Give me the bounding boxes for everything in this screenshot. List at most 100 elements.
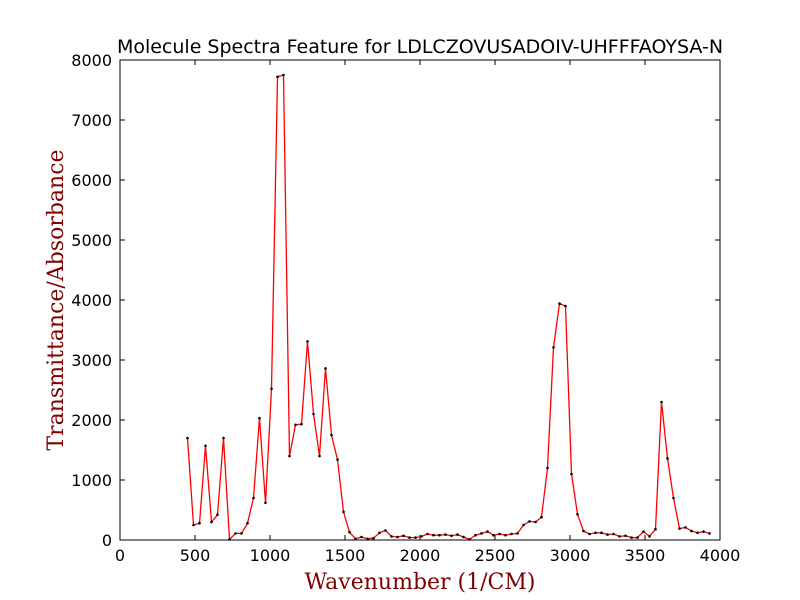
data-point [408,536,411,539]
data-point [390,535,393,538]
data-point [438,533,441,537]
data-point [582,529,585,533]
y-tick-label: 4000 [71,291,112,310]
chart-title: Molecule Spectra Feature for LDLCZOVUSAD… [117,36,723,58]
data-point [546,466,549,470]
data-point [258,416,261,420]
data-point [624,534,627,538]
data-point [696,531,699,535]
data-point [492,533,495,537]
data-point [528,520,531,523]
data-point [366,537,369,541]
data-point [534,520,537,524]
data-point [684,526,687,529]
x-axis-label: Wavenumber (1/CM) [304,570,535,595]
data-point [186,436,189,440]
data-point [246,521,249,525]
data-point [630,536,633,539]
data-point [252,496,255,500]
data-point [522,523,525,527]
spectrum-line [186,74,710,541]
data-point [660,400,663,404]
y-tick-label: 1000 [71,471,112,490]
data-point [330,433,333,437]
data-point [318,454,321,458]
data-point [354,537,357,541]
x-tick-label: 3000 [550,546,591,565]
data-point [606,533,609,536]
data-point [480,532,483,535]
axis-ticks: 0 500 1000 1500 2000 2500 3000 3500 4000 0 1000 200… [71,51,740,565]
series-layer [186,73,711,541]
y-tick-label: 2000 [71,411,112,430]
x-tick-label: 3500 [625,546,666,565]
data-point [666,457,669,460]
data-point [486,530,489,533]
data-point [414,536,417,539]
data-point [270,387,273,391]
data-point [456,533,459,536]
x-tick-label: 4000 [700,546,741,565]
data-point [222,436,225,440]
y-tick-label: 3000 [71,351,112,370]
data-point [396,535,399,539]
x-tick-label: 500 [180,546,211,565]
data-point [294,423,297,427]
y-tick-label: 6000 [71,171,112,190]
data-point [192,523,195,527]
data-point [648,535,651,538]
data-point [348,530,351,534]
data-point [204,444,207,448]
data-point [498,532,501,536]
data-point [198,521,201,525]
data-point [654,527,657,531]
y-tick-label: 5000 [71,231,112,250]
data-point [594,531,597,535]
data-point [690,529,693,533]
data-point [402,534,405,538]
data-point [702,530,705,533]
data-point [570,472,573,476]
data-point [618,535,621,538]
plot-frame [119,59,721,541]
data-point [504,533,507,537]
data-point [240,532,243,535]
data-point [612,532,615,536]
data-point [564,304,567,308]
data-point [264,501,267,505]
data-point [510,532,513,536]
data-point [432,533,435,537]
y-tick-label: 0 [102,531,112,550]
data-point [288,454,291,458]
data-point [558,302,561,305]
data-point [642,530,645,533]
data-point [708,532,711,535]
data-point [336,458,339,461]
data-point [378,531,381,535]
data-point [516,532,519,535]
data-point [384,529,387,532]
data-point [342,510,345,514]
data-point [276,75,279,79]
data-point [450,534,453,538]
data-point [420,535,423,538]
x-tick-label: 0 [115,546,125,565]
data-point [462,535,465,539]
x-tick-label: 1000 [250,546,291,565]
data-point [372,536,375,540]
data-point [588,532,591,536]
y-tick-label: 7000 [71,111,112,130]
data-point [324,367,327,370]
data-point [300,422,303,426]
x-tick-label: 2500 [475,546,516,565]
data-point [474,533,477,537]
data-point [444,533,447,536]
data-point [678,527,681,530]
y-axis-label: Transmittance/Absorbance [44,149,69,450]
data-point [426,532,429,536]
data-point [312,412,315,416]
data-point [636,536,639,539]
data-point [552,346,555,349]
data-point [234,532,237,535]
